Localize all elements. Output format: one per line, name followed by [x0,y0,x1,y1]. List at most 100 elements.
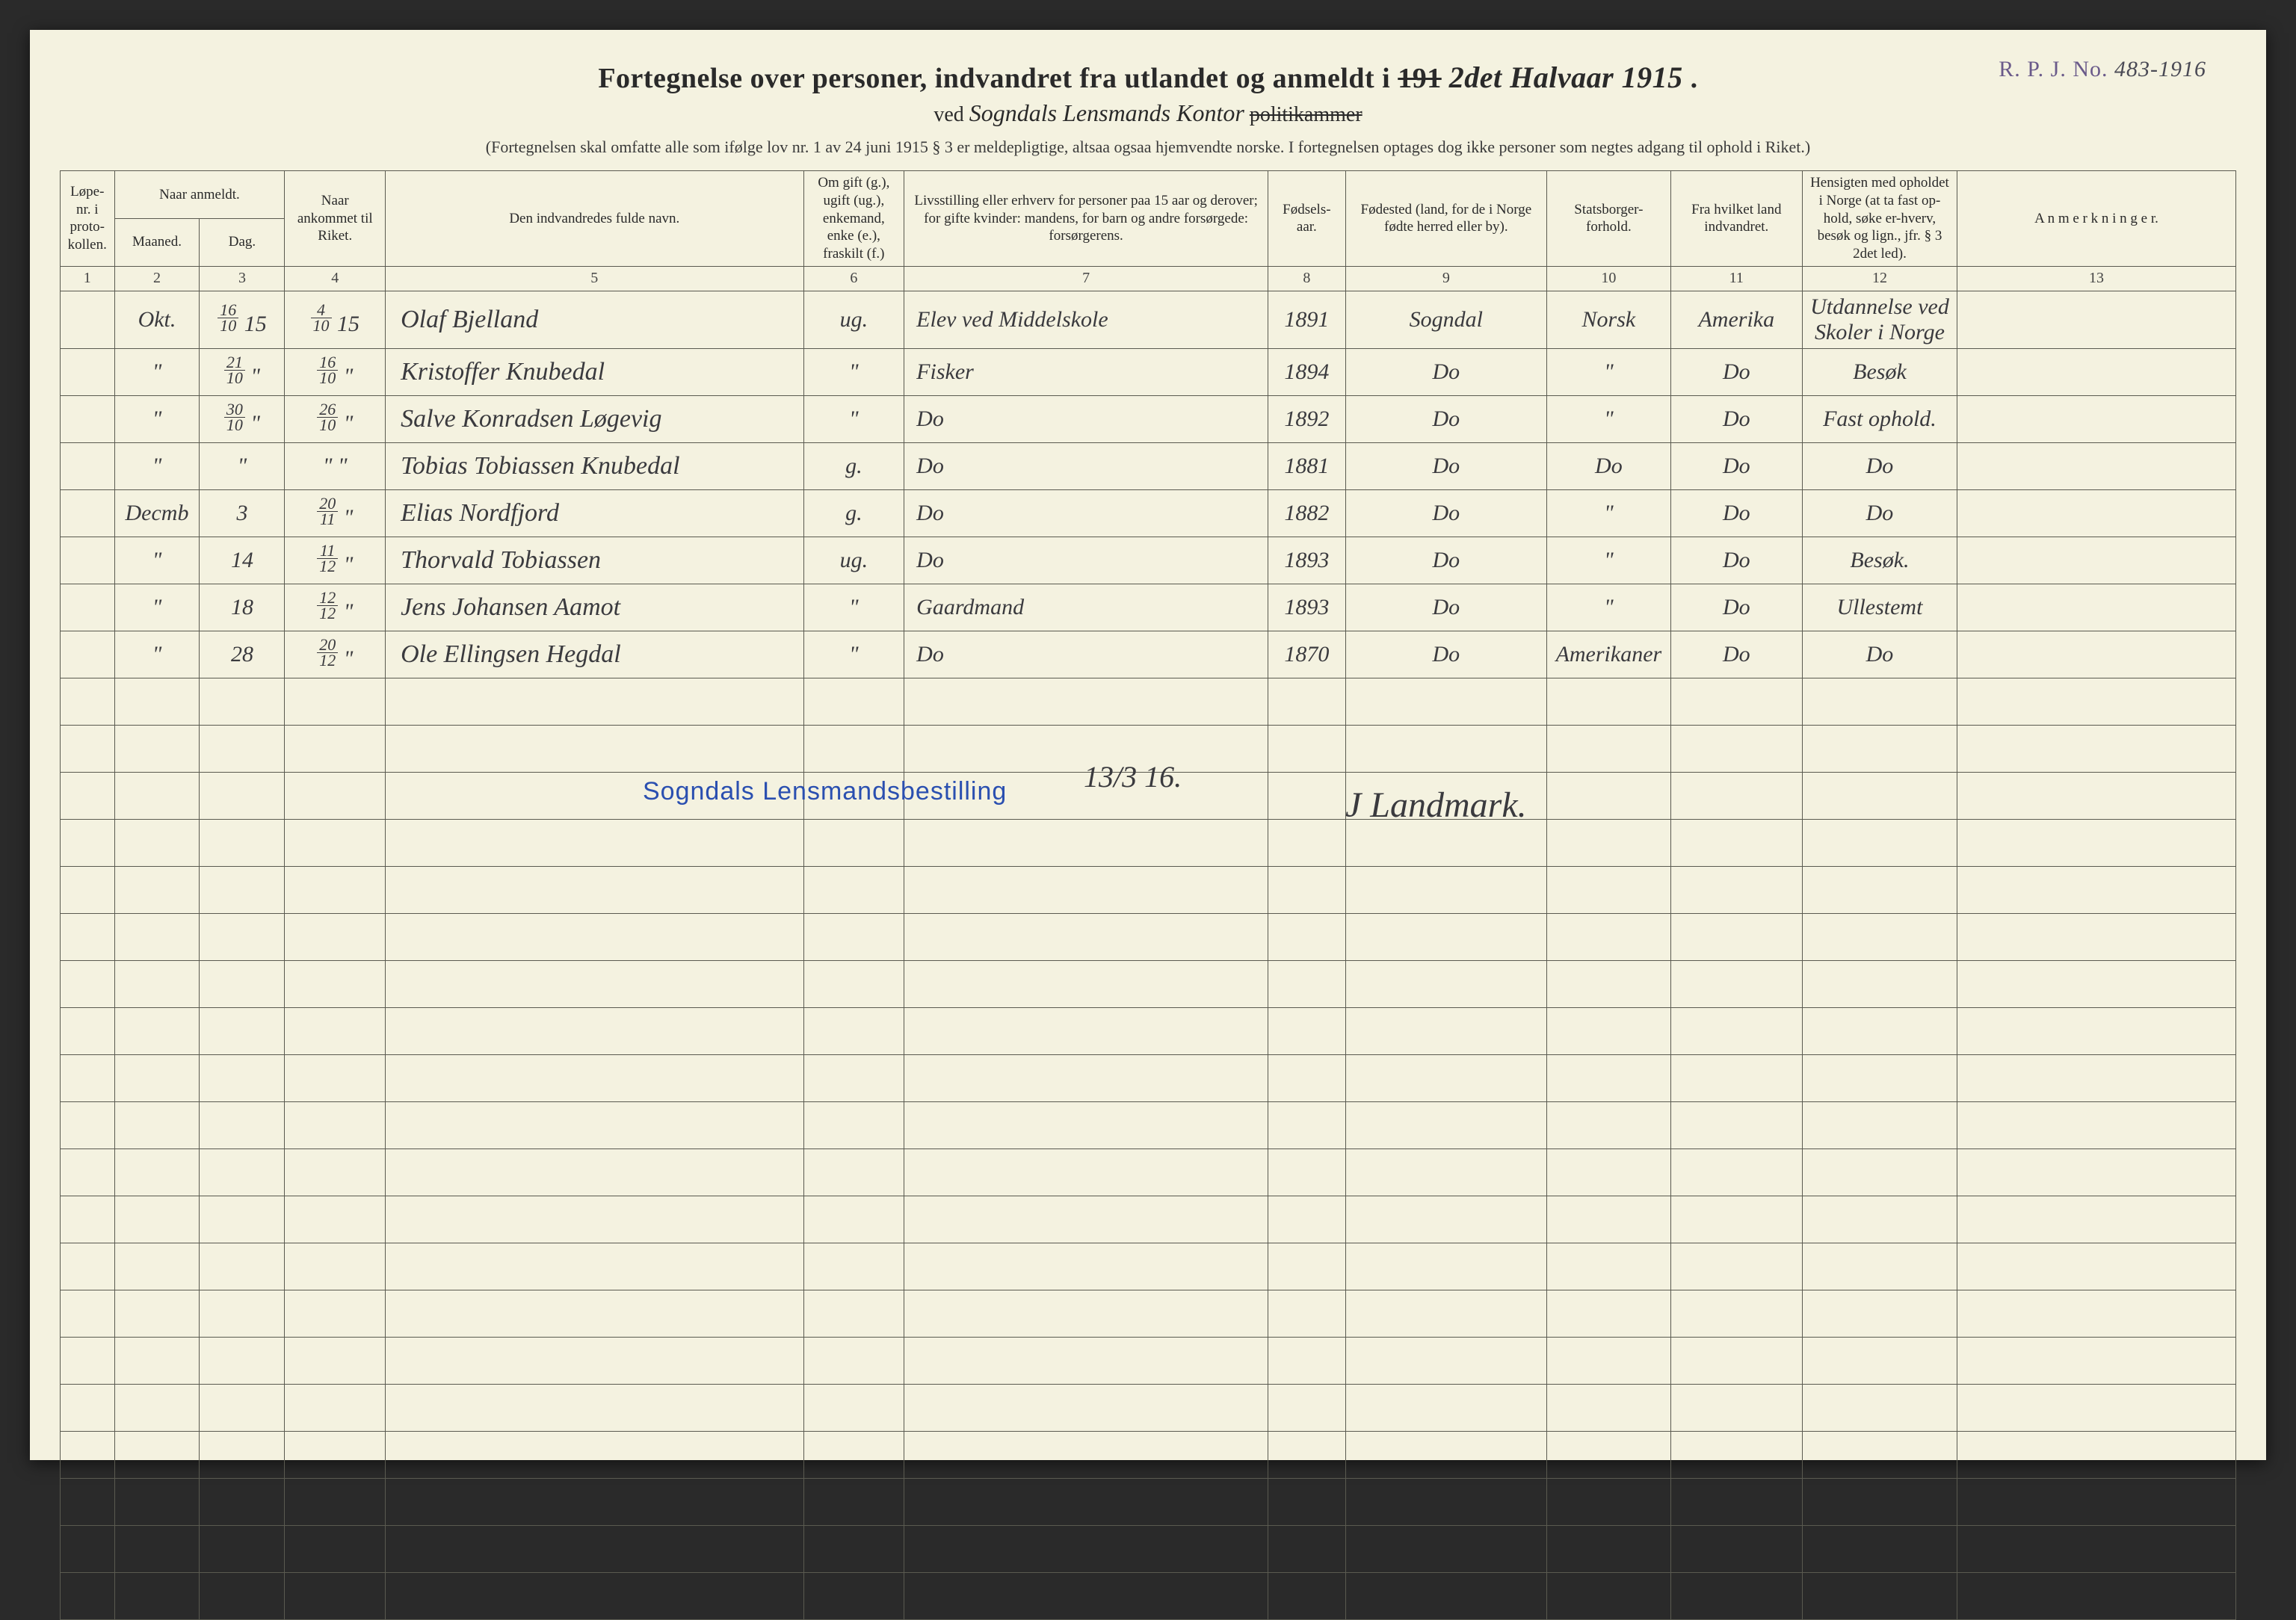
blank-cell [114,1054,200,1101]
blank-cell [1547,819,1671,866]
cell-name: Tobias Tobiassen Knubedal [386,442,803,489]
blank-cell [904,1572,1268,1619]
colnum-cell: 4 [285,266,386,291]
blank-cell [285,960,386,1007]
blank-cell [285,1431,386,1478]
blank-cell [1268,1478,1346,1525]
table-row: "282012 "Ole Ellingsen Hegdal"Do1870DoAm… [61,631,2236,678]
cell-name: Thorvald Tobiassen [386,537,803,584]
blank-cell [1268,1148,1346,1196]
blank-cell [386,1337,803,1384]
cell-occ: Do [904,537,1268,584]
blank-cell [1802,1101,1957,1148]
blank-cell [904,1196,1268,1243]
cell-aar: 1893 [1268,537,1346,584]
blank-cell [61,1431,115,1478]
blank-cell [61,1478,115,1525]
h-anm: A n m e r k n i n g e r. [1957,171,2236,267]
blank-cell [803,913,904,960]
date-signed: 13/3 16. [1084,759,1182,794]
cell-gift: ug. [803,537,904,584]
blank-cell [285,866,386,913]
blank-cell [285,678,386,725]
blank-cell [1345,866,1546,913]
blank-cell [61,1007,115,1054]
blank-cell [1802,1196,1957,1243]
blank-cell [386,725,803,772]
blank-cell [803,1054,904,1101]
table-row-blank [61,866,2236,913]
blank-cell [114,1337,200,1384]
cell-sted: Sogndal [1345,291,1546,348]
cell-gift: g. [803,442,904,489]
blank-cell [386,1054,803,1101]
h-fodselsaar: Fødsels-aar. [1268,171,1346,267]
blank-cell [904,1290,1268,1337]
cell-hensigt: Do [1802,442,1957,489]
stamp-prefix: R. P. J. No. [1999,57,2108,81]
blank-cell [285,1572,386,1619]
blank-cell [904,913,1268,960]
blank-cell [1345,1478,1546,1525]
table-row-blank [61,1337,2236,1384]
blank-cell [200,960,285,1007]
table-row-blank [61,1243,2236,1290]
blank-cell [114,1243,200,1290]
blank-cell [61,1054,115,1101]
cell-lopenr [61,631,115,678]
blank-cell [1547,960,1671,1007]
cell-stat: " [1547,584,1671,631]
blank-cell [285,772,386,819]
cell-anm [1957,537,2236,584]
colnum-cell: 13 [1957,266,2236,291]
blank-cell [285,1148,386,1196]
table-row: "2110 "1610 "Kristoffer Knubedal"Fisker1… [61,348,2236,395]
table-row: """ "Tobias Tobiassen Knubedalg.Do1881Do… [61,442,2236,489]
blank-cell [803,1148,904,1196]
cell-fra: Do [1670,395,1802,442]
cell-fra: Do [1670,631,1802,678]
cell-sted: Do [1345,489,1546,537]
cell-d: 1610 15 [200,291,285,348]
blank-cell [1957,1196,2236,1243]
cell-lopenr [61,348,115,395]
blank-cell [904,1337,1268,1384]
cell-stat: " [1547,537,1671,584]
cell-d: 18 [200,584,285,631]
title-main: Fortegnelse over personer, indvandret fr… [598,63,1390,94]
blank-cell [200,1007,285,1054]
blank-cell [114,1572,200,1619]
blank-cell [61,1384,115,1431]
table-row: Okt.1610 15410 15Olaf Bjellandug.Elev ve… [61,291,2236,348]
table-blank-rows [61,678,2236,1619]
blank-cell [1957,772,2236,819]
cell-occ: Do [904,489,1268,537]
cell-ank: " " [285,442,386,489]
blank-cell [114,1007,200,1054]
office-stamp: Sogndals Lensmandsbestilling [643,777,1007,806]
blank-cell [1802,1337,1957,1384]
table-head: Løpe-nr. i proto-kollen. Naar anmeldt. N… [61,171,2236,267]
cell-occ: Gaardmand [904,584,1268,631]
blank-cell [1670,1007,1802,1054]
blank-cell [200,1148,285,1196]
blank-cell [1670,1148,1802,1196]
blank-cell [1957,819,2236,866]
blank-cell [1957,678,2236,725]
h-hensigt: Hensigten med opholdet i Norge (at ta fa… [1802,171,1957,267]
blank-cell [114,772,200,819]
h-livsstilling: Livsstilling eller erhverv for personer … [904,171,1268,267]
blank-cell [61,1243,115,1290]
blank-cell [1670,772,1802,819]
blank-cell [386,1572,803,1619]
blank-cell [1268,913,1346,960]
blank-cell [1268,1054,1346,1101]
blank-cell [285,913,386,960]
blank-cell [285,1290,386,1337]
h-maaned: Maaned. [114,218,200,266]
h-naar-anmeldt: Naar anmeldt. [114,171,285,219]
colnum-cell: 9 [1345,266,1546,291]
cell-m: Okt. [114,291,200,348]
blank-cell [200,1384,285,1431]
blank-cell [285,1525,386,1572]
